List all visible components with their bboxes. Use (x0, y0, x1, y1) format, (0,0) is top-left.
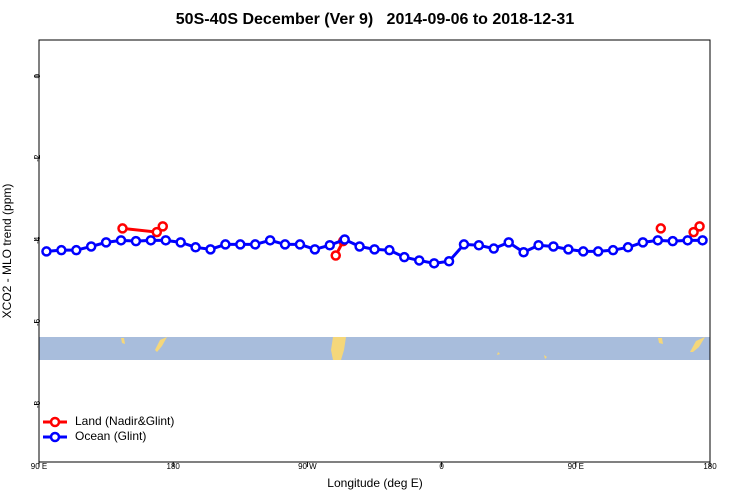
data-point (652, 235, 664, 246)
data-point (157, 221, 169, 232)
x-axis-label: Longitude (deg E) (327, 476, 422, 490)
data-point (655, 223, 667, 234)
x-tick-label: 90 E (568, 462, 584, 471)
data-point (637, 237, 649, 248)
data-point (264, 235, 276, 246)
data-point (117, 223, 128, 234)
x-tick-label: 180 (167, 462, 181, 471)
data-point (324, 240, 336, 251)
data-point (667, 235, 678, 247)
ocean-band (39, 337, 710, 360)
data-point (279, 239, 291, 250)
legend-marker (49, 416, 61, 428)
data-point (578, 246, 589, 257)
land-ocean-strip (39, 337, 710, 360)
data-point (607, 244, 619, 256)
data-point (354, 241, 365, 252)
y-tick-label: -6 (33, 318, 42, 326)
data-point (369, 244, 380, 255)
data-point (563, 244, 574, 255)
data-point (41, 246, 52, 257)
data-point (85, 241, 97, 252)
data-point (443, 256, 455, 267)
data-point (175, 237, 186, 248)
legend-label: Ocean (Glint) (75, 429, 146, 443)
data-point (190, 242, 201, 253)
data-point (294, 239, 306, 250)
data-point (56, 244, 67, 256)
data-point (473, 240, 485, 251)
data-point (548, 241, 559, 252)
data-point (235, 239, 246, 250)
x-tick-label: 90 E (31, 462, 47, 471)
legend-label: Land (Nadir&Glint) (75, 414, 174, 428)
data-point (694, 221, 705, 232)
data-point (130, 235, 142, 247)
data-point (205, 244, 216, 255)
data-point (533, 240, 544, 251)
data-point (309, 244, 321, 255)
data-point (518, 246, 529, 258)
data-point (100, 237, 112, 248)
data-point (220, 239, 231, 250)
y-tick-label: -4 (33, 236, 42, 244)
y-tick-label: 0 (33, 73, 42, 78)
data-point (688, 226, 699, 238)
data-point (622, 242, 634, 253)
data-point (339, 234, 350, 245)
data-point (151, 226, 163, 238)
x-tick-label: 180 (703, 462, 717, 471)
legend-marker (49, 431, 61, 443)
plot-frame (38, 39, 711, 463)
chart-title: 50S-40S December (Ver 9) 2014-09-06 to 2… (176, 11, 575, 28)
data-point (697, 235, 708, 246)
y-tick-label: -8 (33, 400, 42, 408)
data-point (249, 239, 261, 250)
data-point (428, 258, 440, 269)
legend: Land (Nadir&Glint)Ocean (Glint) (43, 414, 174, 443)
x-tick-label: 90 W (298, 462, 317, 471)
x-tick-label: 0 (439, 462, 444, 471)
y-axis-label: XCO2 - MLO trend (ppm) (0, 184, 14, 319)
data-point (115, 235, 127, 246)
data-point (330, 250, 341, 261)
y-tick-label: -2 (33, 154, 42, 162)
data-point (145, 235, 157, 246)
data-point (592, 246, 604, 257)
data-point (682, 235, 693, 246)
data-point (413, 255, 425, 266)
data-point (160, 235, 171, 246)
data-point (458, 239, 470, 250)
data-point (488, 243, 500, 254)
data-point (71, 244, 82, 256)
data-point (384, 244, 395, 256)
data-point (399, 251, 410, 263)
data-point (503, 237, 514, 248)
